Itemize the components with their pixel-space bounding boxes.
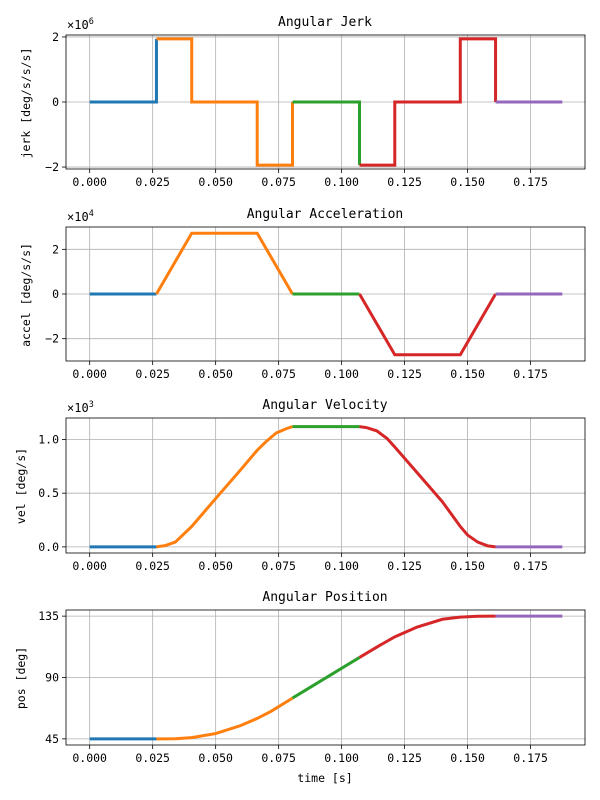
- pos-xtick-label: 0.100: [324, 751, 359, 765]
- accel-scale-factor: ×104: [67, 209, 94, 224]
- accel-ytick-label: 0: [52, 287, 59, 301]
- pos-series-green: [291, 656, 361, 700]
- jerk-xtick-label: 0.150: [450, 175, 485, 189]
- accel-ytick-label: 2: [52, 242, 59, 256]
- jerk-series-green: [292, 100, 362, 166]
- vel-xtick-label: 0.000: [72, 559, 107, 573]
- pos-series-group: [89, 614, 563, 741]
- jerk-scale-factor: ×106: [67, 17, 94, 32]
- accel-series-group: [89, 231, 563, 357]
- accel-series-red: [358, 293, 497, 357]
- jerk-title: Angular Jerk: [278, 15, 372, 30]
- pos-xtick-label: 0.000: [72, 751, 107, 765]
- pos-ytick-label: 135: [38, 609, 59, 623]
- jerk-panel: Angular Jerk jerk [deg/s/s/s] ×106 0.000…: [19, 15, 586, 189]
- pos-xtick-label: 0.150: [450, 751, 485, 765]
- vel-xtick-label: 0.150: [450, 559, 485, 573]
- vel-xtick-label: 0.125: [387, 559, 422, 573]
- accel-ytick-label: −2: [45, 332, 59, 346]
- jerk-series-blue: [89, 38, 158, 104]
- vel-ytick-label: 0.5: [38, 486, 59, 500]
- accel-title: Angular Acceleration: [247, 207, 404, 222]
- pos-series-orange: [156, 696, 294, 741]
- vel-ylabel: vel [deg/s]: [14, 448, 28, 524]
- jerk-xtick-label: 0.175: [513, 175, 548, 189]
- pos-ytick-label: 90: [45, 671, 59, 685]
- jerk-series-red: [359, 37, 498, 167]
- time-xlabel: time [s]: [297, 771, 352, 785]
- pos-title: Angular Position: [262, 590, 387, 605]
- vel-grid: [66, 418, 585, 553]
- accel-series-orange: [155, 231, 294, 295]
- jerk-series-orange: [156, 37, 294, 167]
- pos-panel: Angular Position pos [deg] time [s] 0.00…: [14, 590, 586, 785]
- pos-xtick-label: 0.175: [513, 751, 548, 765]
- vel-series-orange: [156, 425, 293, 549]
- jerk-series-group: [89, 37, 563, 167]
- accel-xtick-label: 0.175: [513, 367, 548, 381]
- vel-xtick-label: 0.100: [324, 559, 359, 573]
- vel-xtick-label: 0.175: [513, 559, 548, 573]
- pos-series-red: [358, 614, 496, 659]
- accel-panel: Angular Acceleration accel [deg/s/s] ×10…: [19, 207, 586, 381]
- jerk-xtick-label: 0.100: [324, 175, 359, 189]
- vel-title: Angular Velocity: [262, 398, 387, 413]
- accel-xtick-label: 0.050: [198, 367, 233, 381]
- vel-scale-factor: ×103: [67, 400, 94, 415]
- pos-xtick-label: 0.050: [198, 751, 233, 765]
- jerk-xtick-label: 0.075: [261, 175, 296, 189]
- pos-xtick-label: 0.125: [387, 751, 422, 765]
- vel-xtick-label: 0.075: [261, 559, 296, 573]
- accel-xtick-label: 0.025: [135, 367, 170, 381]
- vel-ytick-label: 0.0: [38, 540, 59, 554]
- pos-ylabel: pos [deg]: [14, 647, 28, 709]
- accel-ylabel: accel [deg/s/s]: [19, 243, 33, 347]
- vel-xtick-label: 0.050: [198, 559, 233, 573]
- jerk-xtick-label: 0.025: [135, 175, 170, 189]
- accel-xtick-label: 0.075: [261, 367, 296, 381]
- pos-xtick-label: 0.025: [135, 751, 170, 765]
- vel-panel: Angular Velocity vel [deg/s] ×103 0.000 0…: [14, 398, 586, 573]
- pos-xtick-label: 0.075: [261, 751, 296, 765]
- accel-xtick-label: 0.100: [324, 367, 359, 381]
- accel-xtick-label: 0.125: [387, 367, 422, 381]
- jerk-xtick-label: 0.050: [198, 175, 233, 189]
- jerk-ylabel: jerk [deg/s/s/s]: [19, 48, 33, 159]
- jerk-ytick-label: 0: [52, 95, 59, 109]
- vel-series-red: [359, 425, 496, 549]
- vel-ytick-label: 1.0: [38, 432, 59, 446]
- jerk-ytick-label: −2: [45, 160, 59, 174]
- jerk-xtick-label: 0.000: [72, 175, 107, 189]
- jerk-ytick-label: 2: [52, 30, 59, 44]
- vel-series-group: [89, 425, 563, 549]
- accel-xtick-label: 0.150: [450, 367, 485, 381]
- vel-xtick-label: 0.025: [135, 559, 170, 573]
- vel-axes-frame: [65, 417, 586, 554]
- accel-xtick-label: 0.000: [72, 367, 107, 381]
- jerk-xtick-label: 0.125: [387, 175, 422, 189]
- pos-ytick-label: 45: [45, 732, 59, 746]
